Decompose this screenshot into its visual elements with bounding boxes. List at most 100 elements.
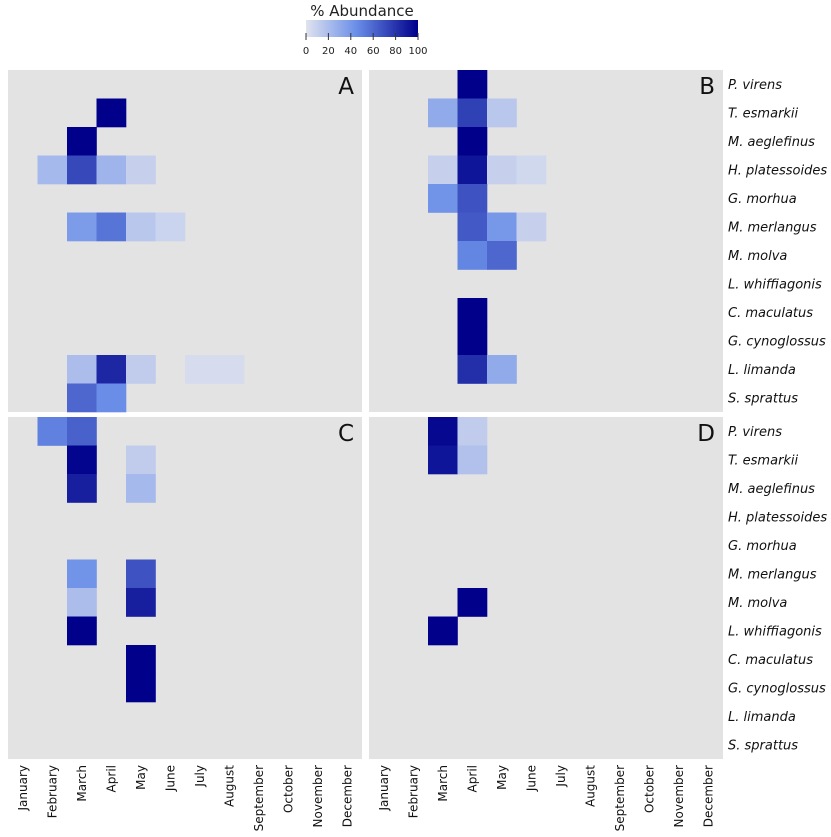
heatmap-cell (487, 241, 517, 270)
panel-d: D (369, 417, 723, 759)
heatmap-cell (37, 417, 68, 446)
heatmap-cell (516, 155, 547, 185)
heatmap-cell (457, 155, 488, 185)
heatmap-cell (67, 445, 97, 475)
heatmap-cell (67, 559, 97, 589)
species-label: H. platessoides (728, 510, 827, 525)
heatmap-cell (155, 212, 186, 242)
species-label: M. aeglefinus (728, 135, 815, 150)
heatmap-panels: A B C D (8, 70, 723, 759)
heatmap-cell (457, 326, 488, 356)
heatmap-cell (37, 155, 68, 185)
species-label: M. merlangus (728, 567, 817, 582)
panel-label: C (338, 421, 354, 447)
species-label: G. cynoglossus (728, 681, 826, 696)
heatmap-cell (487, 355, 517, 384)
heatmap-cell (428, 445, 458, 475)
heatmap-cell (96, 155, 127, 185)
heatmap-cell (67, 383, 97, 413)
month-label: February (406, 765, 420, 818)
legend-tick-label: 0 (303, 46, 309, 57)
month-label: September (613, 765, 627, 831)
panel-label: A (338, 74, 354, 100)
heatmap-cell (126, 645, 156, 674)
month-label: October (281, 765, 295, 813)
heatmap-cell (126, 445, 156, 475)
species-label: T. esmarkii (728, 453, 799, 468)
heatmap-cell (126, 673, 156, 703)
panel-label: B (699, 74, 715, 100)
legend-tick-label: 40 (344, 46, 357, 57)
heatmap-cell (67, 212, 97, 242)
heatmap-cell (428, 155, 458, 185)
month-label: April (465, 765, 479, 792)
heatmap-cell (516, 212, 547, 242)
species-label: C. maculatus (728, 306, 813, 321)
panel-b: B (369, 70, 723, 412)
heatmap-cell (457, 127, 488, 156)
color-legend: % Abundance 0 20 40 60 80 100 (303, 2, 428, 57)
heatmap-cell (428, 98, 458, 128)
species-label: M. molva (728, 596, 787, 611)
heatmap-cell (214, 355, 245, 384)
species-label: M. molva (728, 249, 787, 264)
heatmap-cell (67, 417, 97, 446)
species-label: C. maculatus (728, 653, 813, 668)
heatmap-cell (126, 559, 156, 589)
heatmap-cell (487, 212, 517, 242)
heatmap-cell (457, 212, 488, 242)
month-label: January (377, 765, 391, 812)
species-label: L. limanda (728, 710, 796, 725)
month-label: April (104, 765, 118, 792)
month-labels: January February March April May June July Augu… (16, 765, 715, 832)
legend-ticks: 0 20 40 60 80 100 (303, 33, 428, 57)
legend-tick-label: 100 (408, 46, 427, 57)
heatmap-cell (457, 241, 488, 270)
species-label: G. cynoglossus (728, 334, 826, 349)
heatmap-cell (457, 355, 488, 384)
heatmap-cell (126, 155, 156, 185)
month-label: May (495, 765, 509, 790)
panel-a: A (8, 70, 362, 413)
species-label: P. virens (728, 78, 782, 93)
species-label: G. morhua (728, 539, 797, 554)
month-label: May (134, 765, 148, 790)
month-label: December (340, 765, 354, 827)
month-label: September (252, 765, 266, 831)
heatmap-cell (67, 616, 97, 646)
month-label: March (75, 765, 89, 802)
heatmap-cell (67, 355, 97, 384)
heatmap-cell (457, 588, 488, 617)
heatmap-cell (126, 355, 156, 384)
heatmap-cell (96, 383, 127, 413)
heatmap-cell (457, 298, 488, 327)
species-label: G. morhua (728, 192, 797, 207)
heatmap-cell (126, 588, 156, 617)
heatmap-cell (487, 98, 517, 128)
heatmap-cell (126, 474, 156, 503)
heatmap-cell (487, 155, 517, 185)
species-labels: P. virens T. esmarkii M. aeglefinus H. plat… (728, 78, 827, 753)
heatmap-cell (96, 355, 127, 384)
panel-background (8, 417, 362, 759)
month-label: November (672, 765, 686, 827)
legend-colorbar (306, 20, 418, 37)
legend-tick-label: 20 (322, 46, 335, 57)
month-label: August (583, 765, 597, 807)
month-label: August (222, 765, 236, 807)
species-label: M. aeglefinus (728, 482, 815, 497)
species-label: M. merlangus (728, 220, 817, 235)
species-label: P. virens (728, 425, 782, 440)
panel-c: C (8, 417, 362, 759)
panel-label: D (697, 421, 715, 447)
heatmap-cell (96, 98, 127, 128)
heatmap-cell (457, 98, 488, 128)
legend-title: % Abundance (310, 2, 414, 20)
heatmap-cell (67, 155, 97, 185)
month-label: March (436, 765, 450, 802)
month-label: July (554, 765, 568, 788)
heatmap-cell (428, 417, 458, 446)
heatmap-cell (67, 127, 97, 156)
species-label: S. sprattus (728, 738, 798, 753)
